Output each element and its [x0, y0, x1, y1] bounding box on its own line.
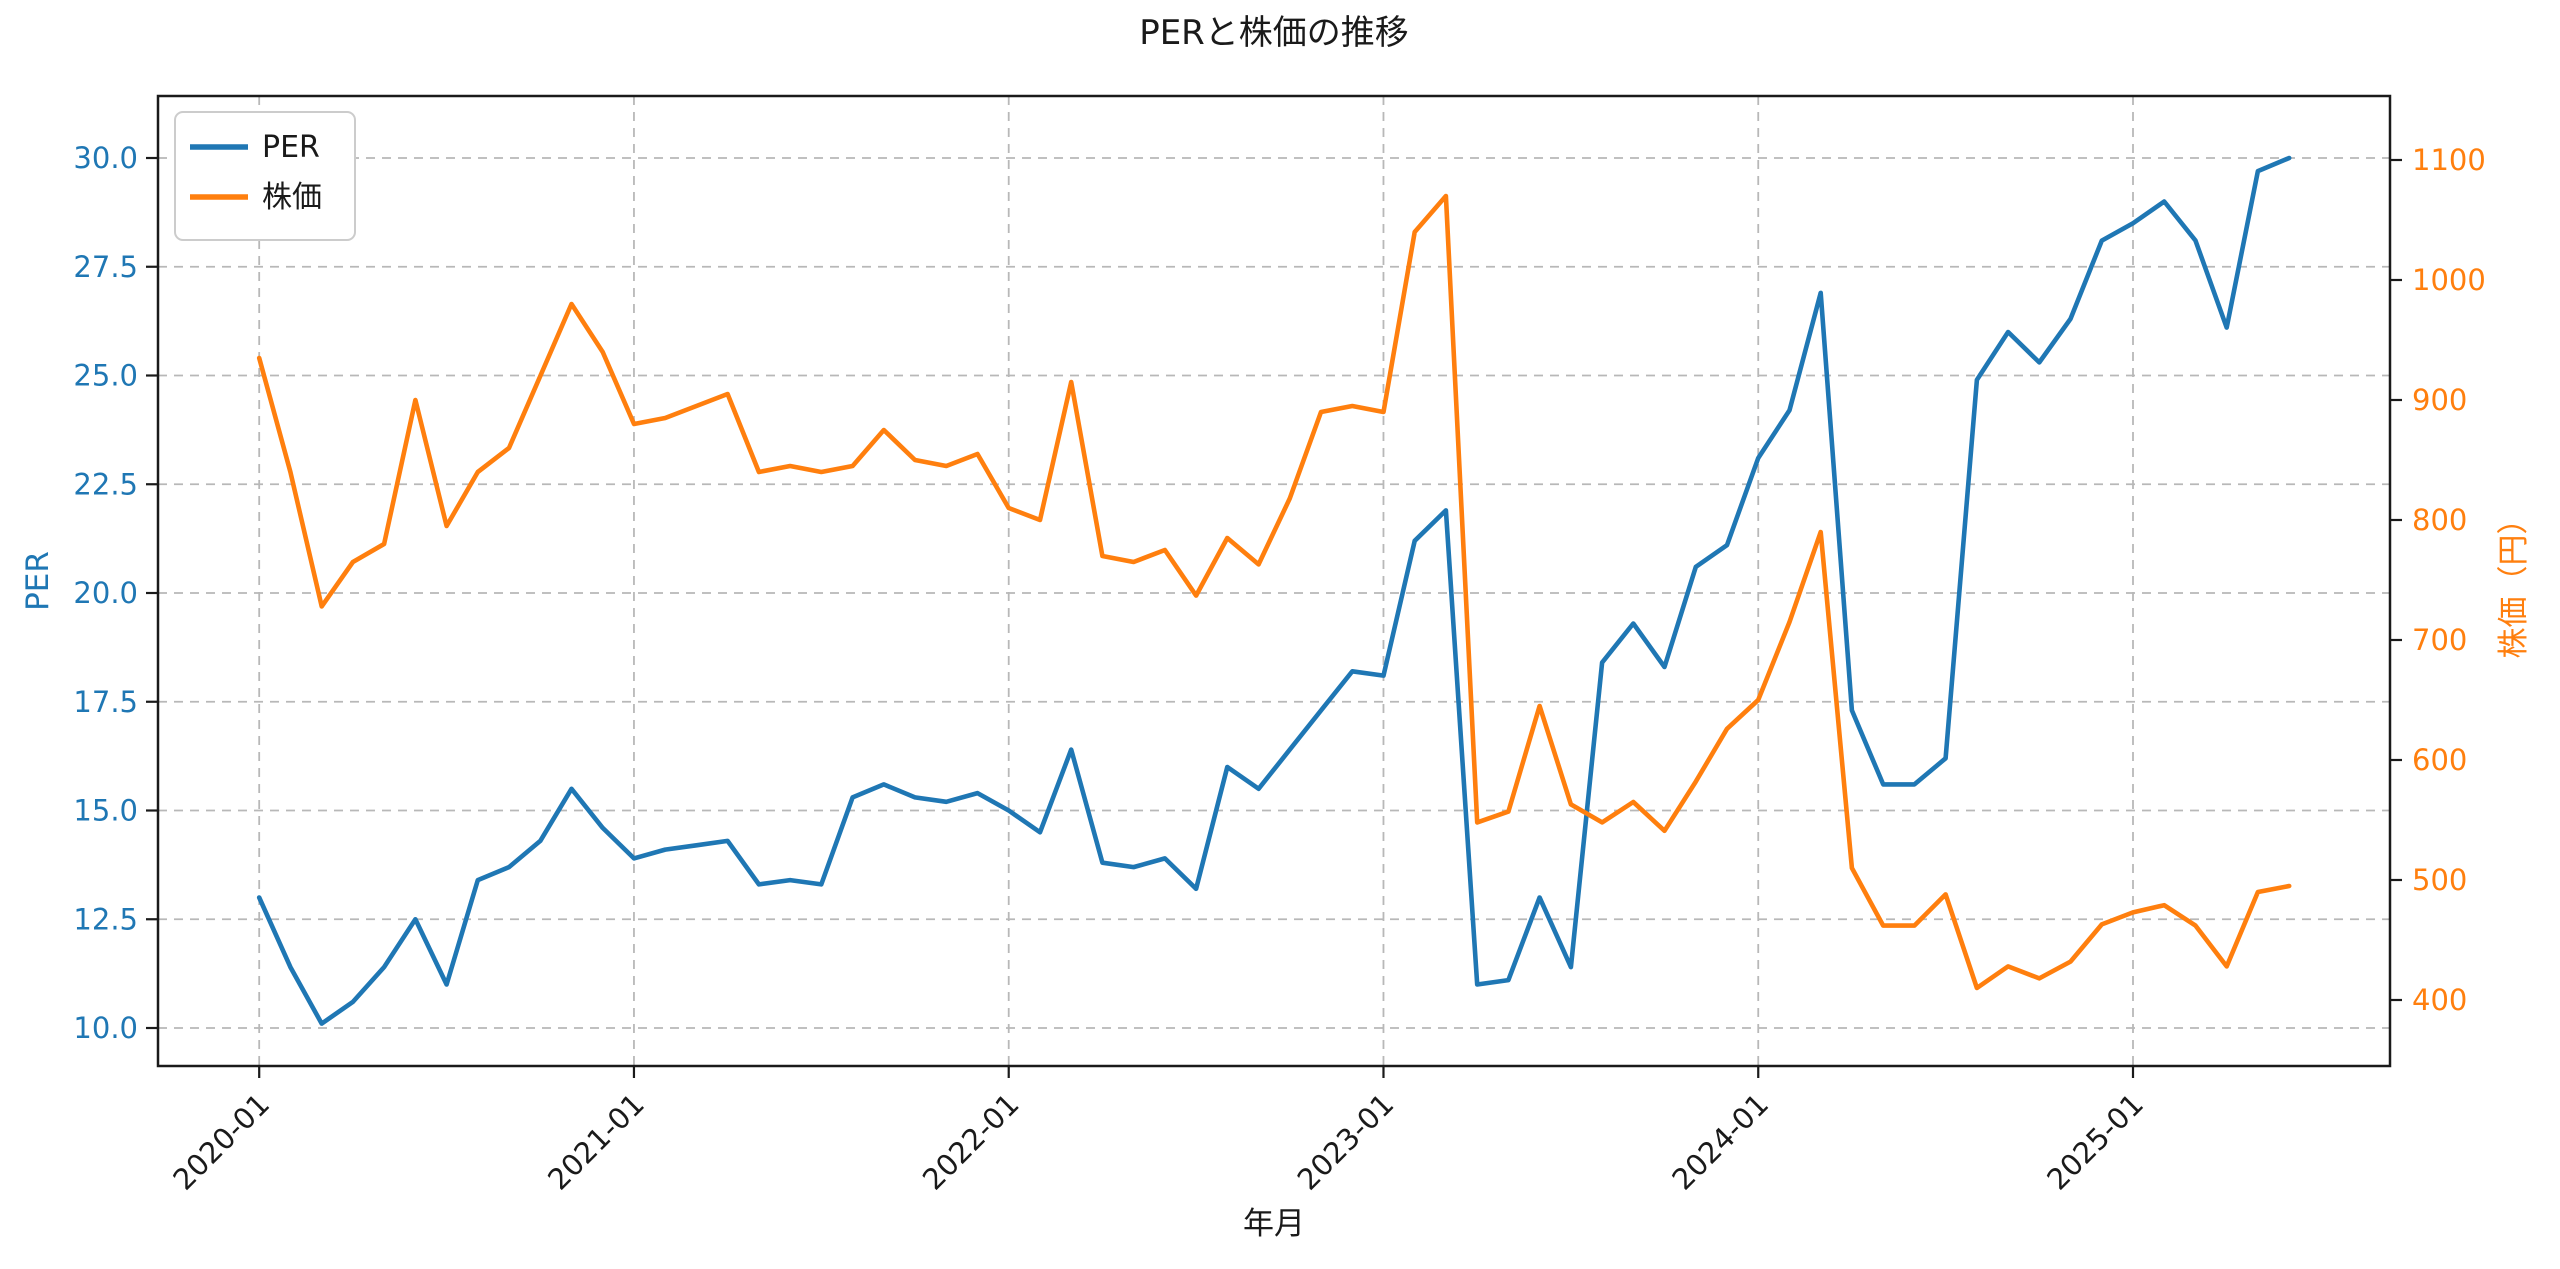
right-tick-label: 900 [2412, 383, 2467, 417]
x-tick-label: 2022-01 [916, 1087, 1026, 1197]
right-tick-label: 1000 [2412, 263, 2486, 297]
left-tick-label: 22.5 [73, 467, 138, 501]
left-tick-label: 30.0 [73, 141, 138, 175]
left-tick-label: 20.0 [73, 576, 138, 610]
left-axis-ticks: 10.0 12.5 15.0 17.5 20.0 22.5 25.0 27.5 30.0 [73, 141, 158, 1045]
right-tick-label: 600 [2412, 743, 2467, 777]
right-tick-label: 1100 [2412, 143, 2486, 177]
series-line-株価 [256, 193, 2292, 991]
left-tick-label: 25.0 [73, 359, 138, 393]
right-tick-label: 500 [2412, 863, 2467, 897]
gridlines [158, 96, 2390, 1066]
left-tick-label: 12.5 [73, 902, 138, 936]
left-tick-label: 17.5 [73, 685, 138, 719]
plot-border [156, 94, 2392, 1068]
x-tick-label: 2023-01 [1291, 1087, 1401, 1197]
legend-box [174, 111, 356, 241]
chart-title: PERと株価の推移 [1139, 13, 1409, 53]
legend-label-kabuka: 株価 [262, 180, 322, 215]
x-tick-label: 2024-01 [1665, 1087, 1775, 1197]
legend: PER 株価 [174, 111, 356, 241]
left-tick-label: 10.0 [73, 1011, 138, 1045]
right-tick-label: 400 [2412, 983, 2467, 1017]
y-axis-label-right: 株価（円） [2496, 504, 2532, 659]
right-axis-ticks: 400 500 600 700 800 900 1000 1100 [2390, 143, 2486, 1017]
right-tick-label: 700 [2412, 623, 2467, 657]
x-tick-label: 2020-01 [166, 1087, 276, 1197]
left-tick-label: 27.5 [73, 250, 138, 284]
x-tick-label: 2025-01 [2040, 1087, 2150, 1197]
y-axis-label-left: PER [20, 551, 56, 611]
x-tick-label: 2021-01 [541, 1087, 651, 1197]
x-axis-label: 年月 [1243, 1206, 1305, 1242]
series-line-PER [256, 155, 2292, 1026]
x-axis-ticks: 2020-01 2021-01 2022-01 2023-01 2024-01 2025-… [166, 1066, 2150, 1197]
series-lines [256, 155, 2292, 1026]
legend-label-per: PER [262, 130, 320, 165]
right-tick-label: 800 [2412, 503, 2467, 537]
left-tick-label: 15.0 [73, 794, 138, 828]
